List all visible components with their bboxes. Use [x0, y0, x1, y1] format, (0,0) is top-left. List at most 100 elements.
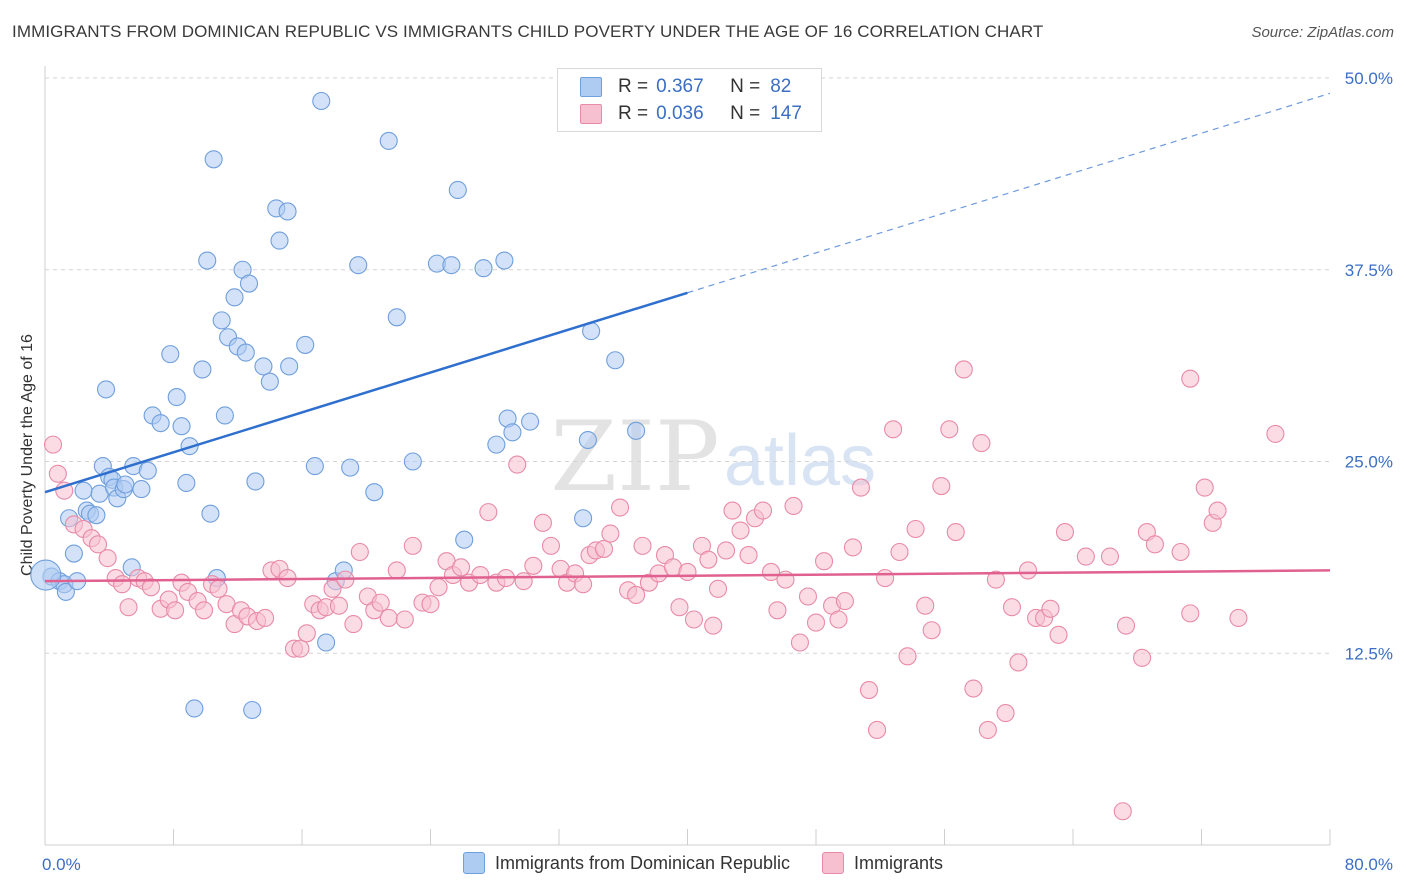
point-dominican: [317, 633, 336, 652]
point-immigrants: [851, 478, 871, 497]
point-dominican: [487, 435, 506, 454]
point-immigrants: [350, 542, 369, 562]
trendline-dominican-extension: [687, 92, 1331, 294]
point-dominican: [474, 259, 493, 278]
y-tick-label: 37.5%: [1345, 261, 1393, 280]
point-immigrants: [594, 539, 614, 558]
stats-legend: R = 0.367 N = 82 R = 0.036 N = 147: [557, 68, 822, 132]
point-immigrants: [141, 578, 161, 597]
point-dominican: [215, 406, 234, 425]
point-immigrants: [371, 593, 390, 612]
point-immigrants: [574, 575, 593, 594]
point-immigrants: [1100, 547, 1119, 566]
point-dominican: [442, 256, 461, 275]
point-immigrants: [829, 610, 848, 629]
point-dominican: [96, 380, 116, 399]
point-immigrants: [964, 679, 983, 698]
point-immigrants: [297, 624, 316, 643]
point-immigrants: [996, 704, 1015, 723]
point-dominican: [185, 699, 204, 718]
point-immigrants: [194, 601, 214, 620]
point-dominican: [87, 506, 106, 525]
stats-legend-row-blue: R = 0.367 N = 82: [580, 75, 791, 99]
point-immigrants: [1041, 599, 1060, 618]
legend-label-immigrants: Immigrants: [854, 852, 944, 873]
point-immigrants: [922, 621, 941, 640]
point-immigrants: [954, 360, 973, 379]
point-dominican: [167, 388, 186, 407]
point-immigrants: [429, 578, 448, 597]
point-dominican: [305, 457, 324, 476]
point-immigrants: [119, 598, 138, 617]
point-immigrants: [166, 601, 185, 620]
point-dominican: [278, 202, 297, 221]
point-dominican: [198, 251, 217, 270]
x-tick-label-min: 0.0%: [42, 855, 81, 874]
point-immigrants: [1113, 802, 1132, 821]
point-immigrants: [704, 616, 723, 635]
r-label: R =: [618, 76, 649, 97]
r-value: 0.036: [656, 103, 704, 124]
point-immigrants: [876, 569, 895, 588]
point-immigrants: [533, 513, 552, 532]
point-immigrants: [684, 610, 703, 629]
point-immigrants: [1076, 547, 1095, 566]
point-immigrants: [541, 536, 561, 555]
point-immigrants: [1171, 542, 1190, 562]
point-immigrants: [916, 596, 935, 615]
legend-item-dominican: Immigrants from Dominican Republic: [462, 852, 791, 874]
point-immigrants: [1181, 604, 1200, 623]
point-immigrants: [972, 434, 991, 453]
r-label: R =: [618, 103, 649, 124]
n-value: 82: [770, 76, 792, 97]
point-dominican: [151, 414, 170, 433]
point-dominican: [201, 504, 220, 523]
point-dominican: [204, 150, 223, 169]
point-immigrants: [451, 558, 471, 577]
point-immigrants: [784, 496, 803, 516]
point-immigrants: [633, 536, 652, 555]
point-immigrants: [48, 464, 67, 483]
point-immigrants: [1009, 653, 1028, 672]
point-immigrants: [843, 538, 862, 557]
point-immigrants: [1018, 561, 1038, 580]
point-immigrants: [790, 633, 809, 652]
x-tick-label-max: 80.0%: [1345, 855, 1393, 874]
point-immigrants: [329, 596, 348, 615]
point-dominican: [495, 251, 514, 270]
point-dominican: [236, 343, 255, 362]
point-dominican: [574, 509, 593, 528]
point-immigrants: [1229, 608, 1248, 628]
point-dominican: [254, 357, 273, 376]
legend-label-dominican: Immigrants from Dominican Republic: [494, 852, 791, 873]
point-immigrants: [753, 501, 773, 520]
point-dominican: [387, 308, 406, 327]
y-tick-label: 25.0%: [1345, 453, 1393, 472]
point-dominican: [239, 274, 259, 293]
point-dominican: [172, 417, 191, 436]
point-immigrants: [884, 420, 903, 439]
n-label: N =: [730, 103, 761, 124]
point-dominican: [312, 91, 331, 111]
point-immigrants: [867, 720, 887, 740]
chart-title: IMMIGRANTS FROM DOMINICAN REPUBLIC VS IM…: [12, 22, 1044, 41]
point-dominican: [365, 483, 384, 502]
point-immigrants: [835, 592, 854, 611]
point-immigrants: [723, 501, 742, 520]
y-tick-label: 12.5%: [1345, 644, 1393, 663]
point-dominican: [403, 452, 422, 471]
r-value: 0.367: [656, 76, 704, 97]
point-immigrants: [379, 608, 398, 628]
point-immigrants: [699, 550, 718, 569]
point-dominican: [280, 357, 299, 376]
series-legend: Immigrants from Dominican Republic Immig…: [0, 852, 1406, 874]
point-immigrants: [601, 524, 620, 543]
point-immigrants: [88, 535, 108, 554]
point-immigrants: [731, 521, 750, 540]
point-immigrants: [291, 639, 310, 658]
point-immigrants: [43, 435, 63, 454]
legend-swatch-blue: [462, 852, 485, 874]
point-immigrants: [978, 720, 997, 740]
point-immigrants: [98, 549, 117, 568]
point-dominican: [341, 458, 360, 477]
